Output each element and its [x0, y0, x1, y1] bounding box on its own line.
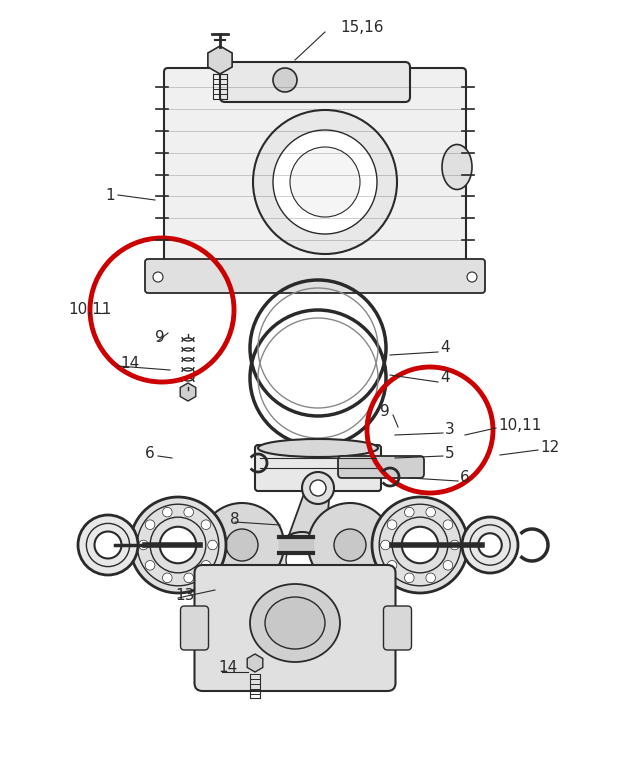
Text: 9: 9	[155, 330, 165, 345]
Circle shape	[478, 533, 501, 557]
Ellipse shape	[442, 145, 472, 189]
FancyBboxPatch shape	[338, 456, 424, 478]
Circle shape	[184, 573, 193, 583]
Circle shape	[146, 520, 155, 530]
Circle shape	[308, 503, 392, 587]
Ellipse shape	[258, 439, 378, 457]
Text: 12: 12	[540, 440, 559, 454]
Circle shape	[146, 561, 155, 570]
Ellipse shape	[250, 584, 340, 662]
Circle shape	[426, 573, 435, 583]
Circle shape	[402, 527, 438, 563]
Text: 14: 14	[120, 355, 139, 371]
Text: 13: 13	[175, 587, 195, 603]
Ellipse shape	[265, 597, 325, 649]
FancyBboxPatch shape	[195, 565, 396, 691]
Circle shape	[274, 532, 330, 588]
Circle shape	[387, 561, 397, 570]
Circle shape	[404, 573, 414, 583]
Text: 4: 4	[440, 340, 450, 355]
FancyBboxPatch shape	[255, 445, 381, 491]
Circle shape	[226, 529, 258, 561]
Text: 6: 6	[146, 445, 155, 460]
Circle shape	[372, 497, 468, 593]
Text: 5: 5	[445, 445, 455, 460]
Circle shape	[404, 508, 414, 517]
Circle shape	[290, 147, 360, 217]
Circle shape	[462, 517, 518, 573]
Circle shape	[153, 272, 163, 282]
Text: 1: 1	[105, 187, 115, 202]
Text: 3: 3	[445, 422, 455, 438]
Text: 9: 9	[380, 405, 390, 419]
Circle shape	[78, 515, 138, 575]
Text: 4: 4	[440, 371, 450, 386]
Circle shape	[208, 540, 217, 549]
FancyBboxPatch shape	[164, 68, 466, 276]
Circle shape	[302, 472, 334, 504]
FancyBboxPatch shape	[181, 606, 209, 650]
Circle shape	[94, 531, 122, 559]
Circle shape	[163, 573, 172, 583]
Text: 15,16: 15,16	[340, 21, 384, 36]
Circle shape	[200, 503, 284, 587]
Text: 6: 6	[460, 470, 470, 486]
Circle shape	[443, 561, 453, 570]
Circle shape	[334, 529, 366, 561]
FancyBboxPatch shape	[384, 606, 411, 650]
Circle shape	[381, 540, 390, 549]
Circle shape	[160, 527, 196, 563]
Text: 8: 8	[230, 512, 239, 527]
Circle shape	[387, 520, 397, 530]
Text: 10,11: 10,11	[68, 303, 112, 317]
Circle shape	[201, 561, 211, 570]
Circle shape	[273, 68, 297, 92]
Circle shape	[273, 130, 377, 234]
Polygon shape	[280, 488, 330, 560]
Circle shape	[450, 540, 459, 549]
Text: 10,11: 10,11	[498, 418, 541, 432]
Circle shape	[286, 544, 318, 576]
FancyBboxPatch shape	[145, 259, 485, 293]
Circle shape	[130, 497, 226, 593]
Circle shape	[201, 520, 211, 530]
Circle shape	[253, 110, 397, 254]
Circle shape	[310, 480, 326, 496]
Circle shape	[139, 540, 148, 549]
Circle shape	[443, 520, 453, 530]
Circle shape	[467, 272, 477, 282]
Circle shape	[184, 508, 193, 517]
Circle shape	[163, 508, 172, 517]
FancyBboxPatch shape	[220, 62, 410, 102]
Circle shape	[426, 508, 435, 517]
Text: 14: 14	[218, 661, 238, 676]
